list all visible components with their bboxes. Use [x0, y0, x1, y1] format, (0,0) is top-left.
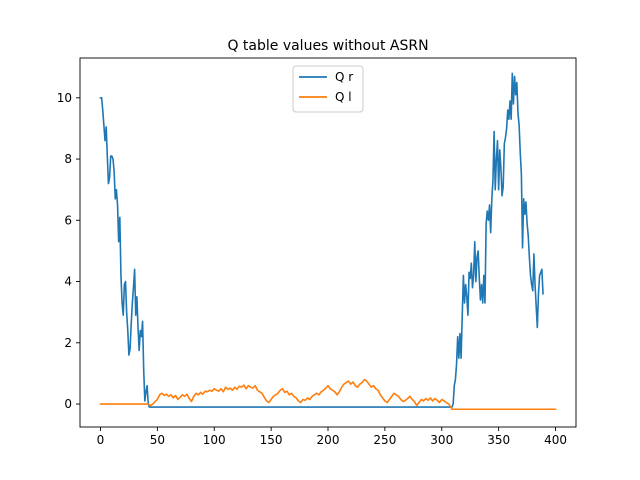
x-tick-label: 300 — [430, 433, 453, 447]
y-tick-label: 4 — [64, 275, 72, 289]
x-tick-label: 150 — [260, 433, 283, 447]
x-tick-label: 400 — [544, 433, 567, 447]
legend-label: Q r — [335, 70, 353, 84]
x-tick-label: 50 — [150, 433, 165, 447]
series-line-q-l — [99, 378, 557, 411]
x-tick-label: 350 — [487, 433, 510, 447]
x-tick-label: 0 — [97, 433, 105, 447]
x-tick-label: 250 — [373, 433, 396, 447]
plot-area: 0 50 100 150 200 250 300 350 400 0 2 4 6 8 10 — [57, 57, 577, 447]
y-tick-label: 10 — [57, 91, 72, 105]
x-tick-label: 200 — [317, 433, 340, 447]
y-tick-label: 0 — [64, 397, 72, 411]
legend-label: Q l — [335, 90, 352, 104]
series-line-q-r — [99, 72, 544, 408]
x-tick-label: 100 — [203, 433, 226, 447]
y-tick-label: 2 — [64, 336, 72, 350]
legend: Q r Q l — [292, 65, 364, 113]
chart-title: Q table values without ASRN — [227, 38, 428, 54]
y-tick-label: 8 — [64, 152, 72, 166]
y-tick-label: 6 — [64, 213, 72, 227]
